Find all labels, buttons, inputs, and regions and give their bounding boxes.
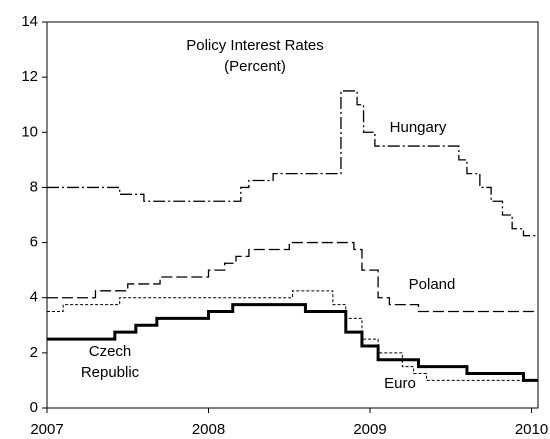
plot-frame bbox=[46, 21, 539, 409]
x-tick-label: 2007 bbox=[30, 421, 63, 438]
chart-title: Policy Interest Rates bbox=[186, 37, 324, 54]
series-line bbox=[47, 241, 538, 313]
series-label: Czech Republic bbox=[81, 343, 140, 381]
x-tick-label: 2009 bbox=[353, 421, 386, 438]
chart-subtitle: (Percent) bbox=[224, 58, 286, 75]
y-tick-label: 0 bbox=[30, 399, 38, 416]
y-tick-label: 4 bbox=[30, 289, 38, 306]
series-line bbox=[47, 90, 538, 237]
y-tick-label: 8 bbox=[30, 178, 38, 195]
y-tick-label: 2 bbox=[30, 344, 38, 361]
x-tick-label: 2008 bbox=[192, 421, 225, 438]
y-tick-label: 6 bbox=[30, 234, 38, 251]
y-tick-label: 14 bbox=[21, 13, 38, 30]
series-label: Euro bbox=[384, 375, 416, 392]
y-tick-label: 10 bbox=[21, 123, 38, 140]
series-line bbox=[47, 290, 538, 381]
y-tick-label: 12 bbox=[21, 68, 38, 85]
series-line bbox=[47, 303, 538, 382]
series-label: Hungary bbox=[390, 119, 447, 136]
x-tick-label: 2010 bbox=[515, 421, 548, 438]
series-label: Poland bbox=[409, 276, 456, 293]
